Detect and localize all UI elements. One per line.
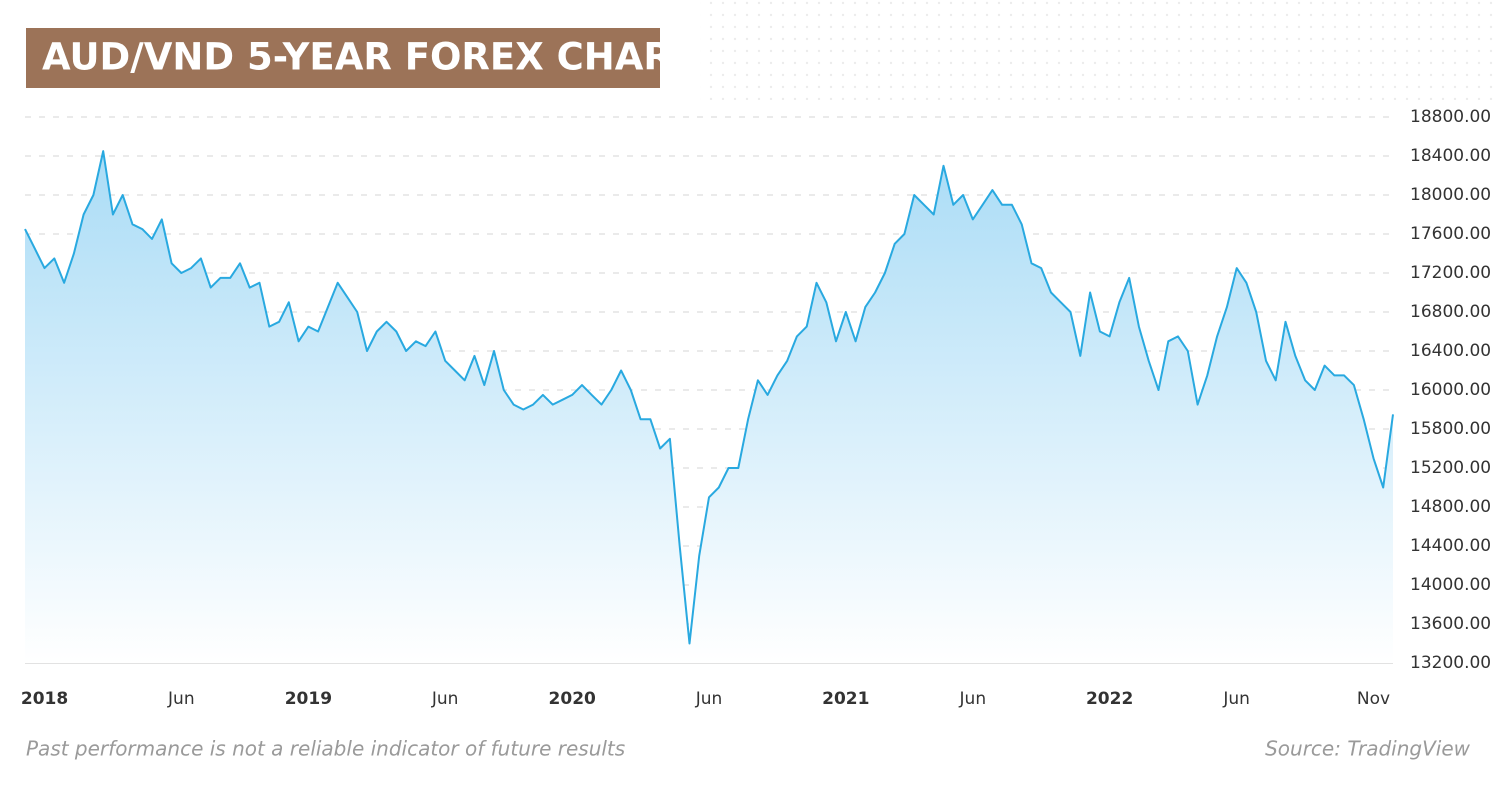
source: Source: TradingView (1265, 737, 1471, 761)
y-tick-label: 16800.00 (1410, 302, 1491, 322)
y-tick-label: 17200.00 (1410, 263, 1491, 283)
y-tick-label: 18800.00 (1410, 107, 1491, 127)
plot-area: 18800.00 18400.00 18000.00 17600.00 17200.00… (21, 107, 1491, 709)
footnote: Past performance is not a reliable indic… (26, 737, 625, 761)
y-tick-label: 13200.00 (1410, 653, 1491, 673)
y-tick-label: 15200.00 (1410, 458, 1491, 478)
background-pattern (700, 0, 1500, 100)
y-tick-label: 14000.00 (1410, 575, 1491, 595)
y-tick-label: 15800.00 (1410, 419, 1491, 439)
x-tick-label: Jun (1222, 689, 1250, 709)
area (25, 151, 1393, 663)
x-tick-label: Jun (431, 689, 459, 709)
y-tick-label: 17600.00 (1410, 224, 1491, 244)
x-tick-label: 2018 (21, 689, 68, 709)
y-tick-label: 18000.00 (1410, 185, 1491, 205)
chart-title: AUD/VND 5-YEAR FOREX CHART (42, 36, 696, 79)
line (24, 150, 1394, 645)
title-box (26, 28, 660, 88)
y-tick-label: 16400.00 (1410, 341, 1491, 361)
y-tick-label: 16000.00 (1410, 380, 1491, 400)
x-tick-label: Jun (695, 689, 723, 709)
x-tick-label: 2021 (822, 689, 869, 709)
x-tick-label: 2019 (285, 689, 332, 709)
x-tick-label: Jun (167, 689, 195, 709)
y-tick-label: 14400.00 (1410, 536, 1491, 556)
x-tick-label: 2020 (549, 689, 596, 709)
y-tick-label: 13600.00 (1410, 614, 1491, 634)
x-tick-label: 2022 (1086, 689, 1133, 709)
x-tick-label: Nov (1357, 689, 1390, 709)
y-tick-label: 18400.00 (1410, 146, 1491, 166)
x-tick-label: Jun (959, 689, 987, 709)
y-tick-label: 14800.00 (1410, 497, 1491, 517)
